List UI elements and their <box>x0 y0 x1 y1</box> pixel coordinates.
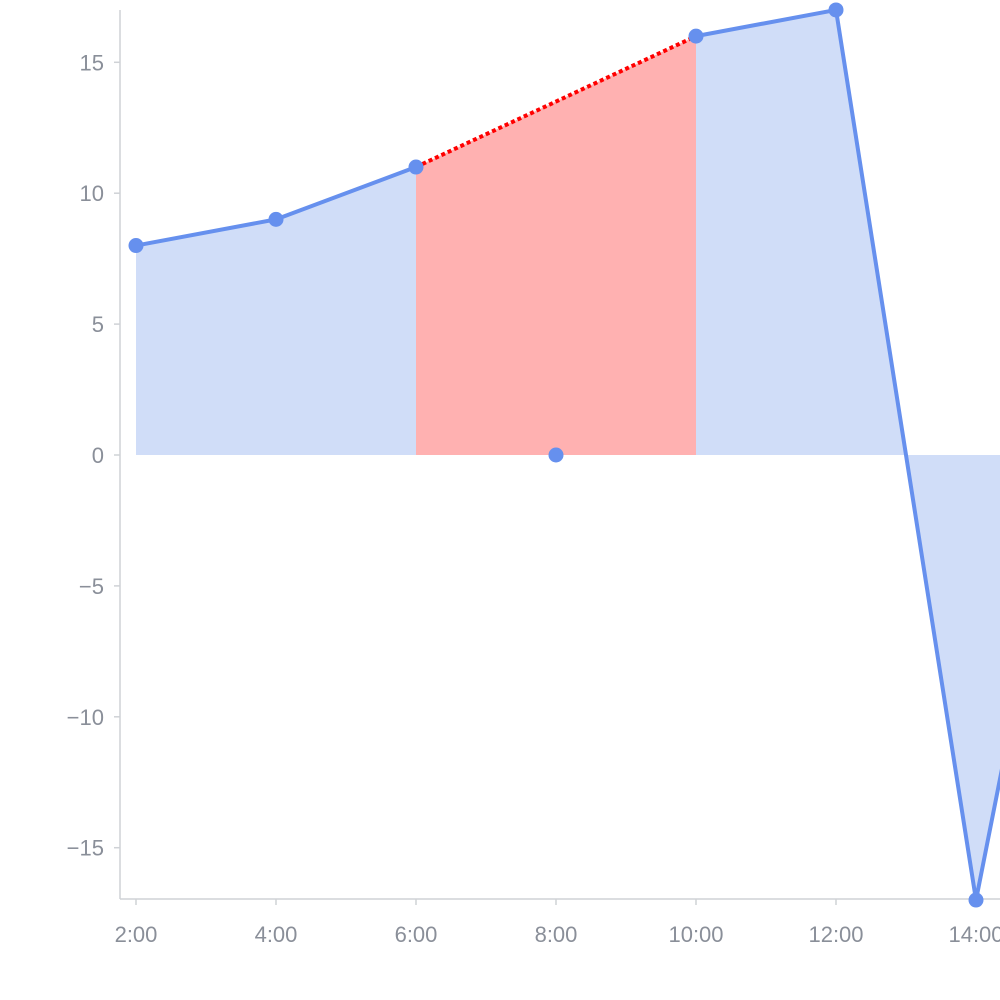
data-point[interactable] <box>408 159 424 175</box>
y-tick-label: −5 <box>79 574 104 599</box>
area-fill-segment <box>276 167 416 455</box>
highlighted-range-connector <box>415 34 697 169</box>
data-point[interactable] <box>128 238 144 254</box>
area-fill-segment <box>976 455 1000 901</box>
x-tick-label: 10:00 <box>668 922 723 947</box>
axes-layer <box>114 10 1000 905</box>
area-fill-segment <box>136 219 276 455</box>
data-point[interactable] <box>828 2 844 18</box>
series-line-segment <box>695 7 1000 903</box>
data-point[interactable] <box>688 28 704 44</box>
y-tick-label: 10 <box>80 181 104 206</box>
y-tick-label: 5 <box>92 312 104 337</box>
x-tick-label: 12:00 <box>808 922 863 947</box>
data-points-layer <box>128 2 984 908</box>
data-point[interactable] <box>968 892 984 908</box>
area-layer <box>136 9 1000 901</box>
data-point[interactable] <box>548 447 564 463</box>
y-tick-label: −15 <box>67 836 104 861</box>
tick-labels-layer: 15 10 5 0 −5 −10 −15 2:00 4:00 6:00 8:00 10:00 12:00… <box>67 50 1000 947</box>
x-tick-label: 4:00 <box>255 922 298 947</box>
x-tick-label: 6:00 <box>395 922 438 947</box>
y-tick-label: 15 <box>80 50 104 75</box>
y-tick-label: 0 <box>92 443 104 468</box>
data-point[interactable] <box>268 211 284 227</box>
x-tick-label: 14:00 <box>948 922 1000 947</box>
x-tick-label: 8:00 <box>535 922 578 947</box>
y-tick-label: −10 <box>67 705 104 730</box>
highlighted-range-fill <box>416 36 696 456</box>
area-fill-segment <box>696 9 836 455</box>
x-tick-label: 2:00 <box>115 922 158 947</box>
